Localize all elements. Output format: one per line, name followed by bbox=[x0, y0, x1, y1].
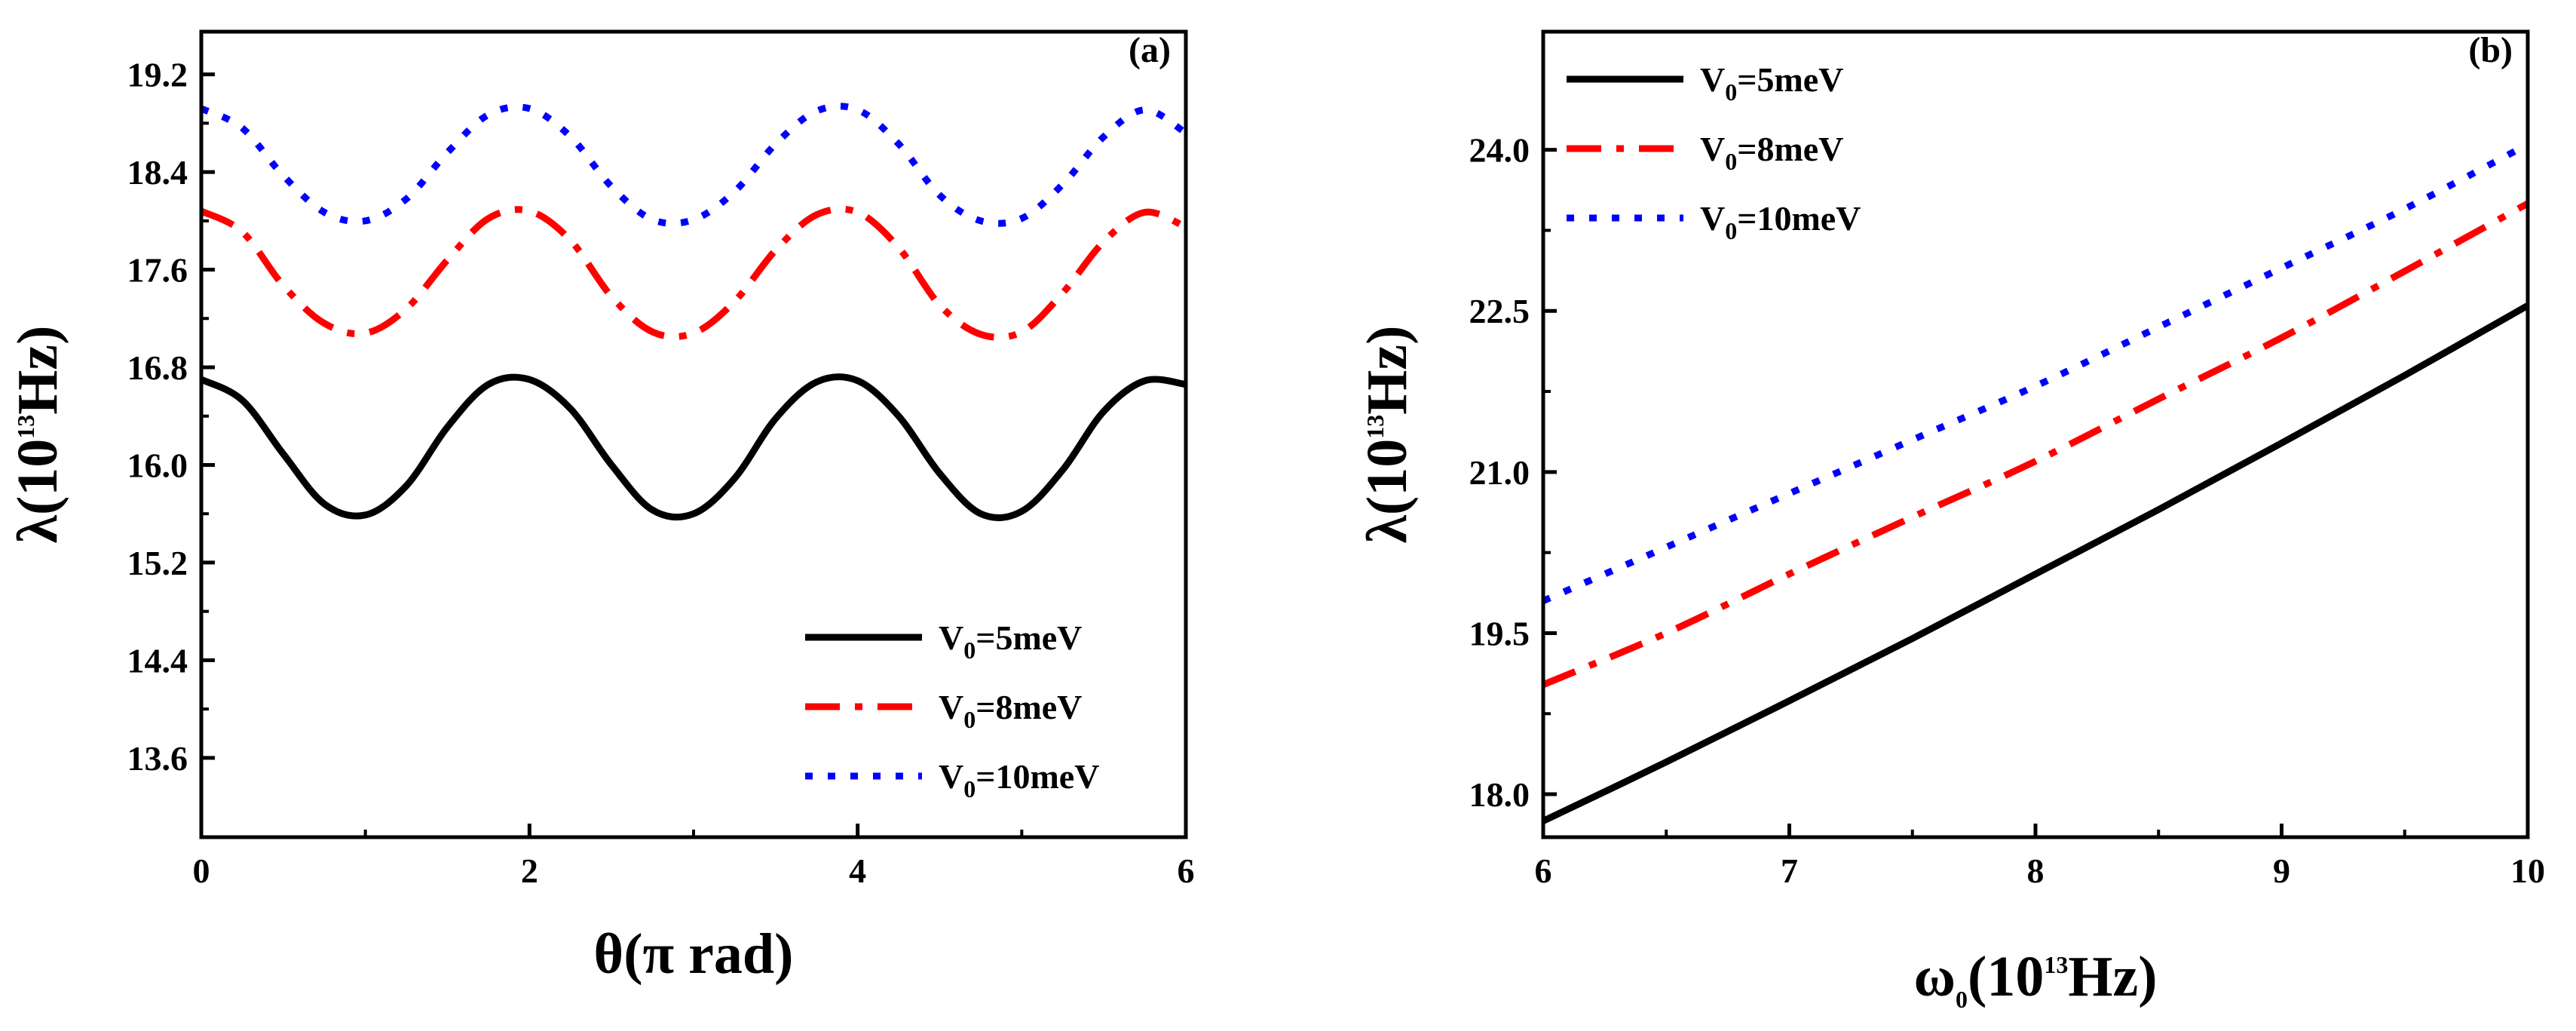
panel-b-legend: V0=5meV V0=8meV V0=10meV bbox=[1567, 60, 1861, 244]
x-tick-label: 6 bbox=[1178, 851, 1195, 890]
x-title-suffix: Hz) bbox=[2068, 945, 2157, 1008]
series-line-8mev bbox=[1543, 200, 2528, 688]
panel-b-axes: 6 7 8 9 10 18.0 19.5 21.0 22.5 24.0 bbox=[1469, 29, 2545, 890]
y-tick-label: 17.6 bbox=[127, 251, 188, 290]
panel-b-plot-area bbox=[1543, 141, 2528, 824]
y-title-suffix: Hz) bbox=[1355, 326, 1419, 415]
x-tick-label: 0 bbox=[193, 851, 210, 890]
legend-entry: V0=8meV bbox=[939, 688, 1082, 733]
series-line-10mev bbox=[201, 103, 1186, 227]
x-tick-label: 2 bbox=[521, 851, 538, 890]
x-title-prefix: ω bbox=[1913, 945, 1956, 1008]
y-tick-label: 18.4 bbox=[127, 153, 188, 192]
x-title-sup: 13 bbox=[2044, 951, 2068, 978]
y-tick-label: 24.0 bbox=[1469, 131, 1530, 170]
legend-entry: V0=5meV bbox=[1700, 60, 1843, 106]
y-title-prefix: λ(10 bbox=[6, 439, 69, 544]
y-title-suffix: Hz) bbox=[6, 326, 69, 415]
legend-entry: V0=5meV bbox=[939, 618, 1082, 664]
panel-b-y-axis-title: λ(1013Hz) bbox=[1355, 326, 1419, 544]
y-tick-label: 19.2 bbox=[127, 56, 188, 94]
panel-a-plot-area bbox=[201, 103, 1186, 521]
series-line-8mev bbox=[201, 205, 1186, 341]
panel-b-label: (b) bbox=[2468, 30, 2513, 70]
legend-entry: V0=10meV bbox=[939, 757, 1099, 802]
panel-a-legend: V0=5meV V0=8meV V0=10meV bbox=[805, 618, 1099, 802]
y-tick-label: 13.6 bbox=[127, 739, 188, 778]
panel-b: 6 7 8 9 10 18.0 19.5 21.0 22.5 24.0 V0=5meV V0=8me… bbox=[1355, 29, 2545, 1013]
y-tick-label: 19.5 bbox=[1469, 614, 1530, 652]
panel-a-label: (a) bbox=[1129, 30, 1171, 70]
series-line-5mev bbox=[201, 373, 1186, 521]
y-title-sup: 13 bbox=[12, 415, 39, 439]
y-tick-label: 21.0 bbox=[1469, 453, 1530, 492]
x-tick-label: 4 bbox=[849, 851, 866, 890]
y-tick-label: 16.0 bbox=[127, 446, 188, 484]
panel-a-x-axis-title: θ(π rad) bbox=[594, 922, 794, 986]
x-tick-label: 8 bbox=[2027, 851, 2045, 890]
series-line-10mev bbox=[1543, 141, 2528, 604]
panel-b-x-axis-title: ω0(1013Hz) bbox=[1913, 945, 2157, 1013]
plot-frame bbox=[1541, 29, 2530, 839]
x-tick-label: 9 bbox=[2273, 851, 2290, 890]
panel-a-axes: 0 2 4 6 13.6 14.4 15.2 16.0 16.8 17.6 18.4 19.2 bbox=[127, 29, 1195, 890]
panel-a: 0 2 4 6 13.6 14.4 15.2 16.0 16.8 17.6 18.4 19.2 V0=… bbox=[6, 29, 1195, 986]
x-title-sub: 0 bbox=[1956, 986, 1968, 1013]
series-line-5mev bbox=[1543, 302, 2528, 824]
panel-a-y-axis-title: λ(1013Hz) bbox=[6, 326, 69, 544]
y-title-prefix: λ(10 bbox=[1355, 439, 1419, 544]
legend-entry: V0=10meV bbox=[1700, 199, 1861, 244]
x-tick-label: 7 bbox=[1781, 851, 1798, 890]
y-tick-label: 14.4 bbox=[127, 641, 188, 680]
y-title-sup: 13 bbox=[1362, 415, 1389, 439]
x-tick-label: 10 bbox=[2510, 851, 2545, 890]
y-tick-label: 16.8 bbox=[127, 348, 188, 387]
legend-entry: V0=8meV bbox=[1700, 130, 1843, 175]
y-tick-label: 15.2 bbox=[127, 544, 188, 582]
x-title-mid: (10 bbox=[1968, 945, 2044, 1008]
x-tick-label: 6 bbox=[1535, 851, 1552, 890]
y-tick-label: 18.0 bbox=[1469, 775, 1530, 814]
y-tick-label: 22.5 bbox=[1469, 292, 1530, 330]
